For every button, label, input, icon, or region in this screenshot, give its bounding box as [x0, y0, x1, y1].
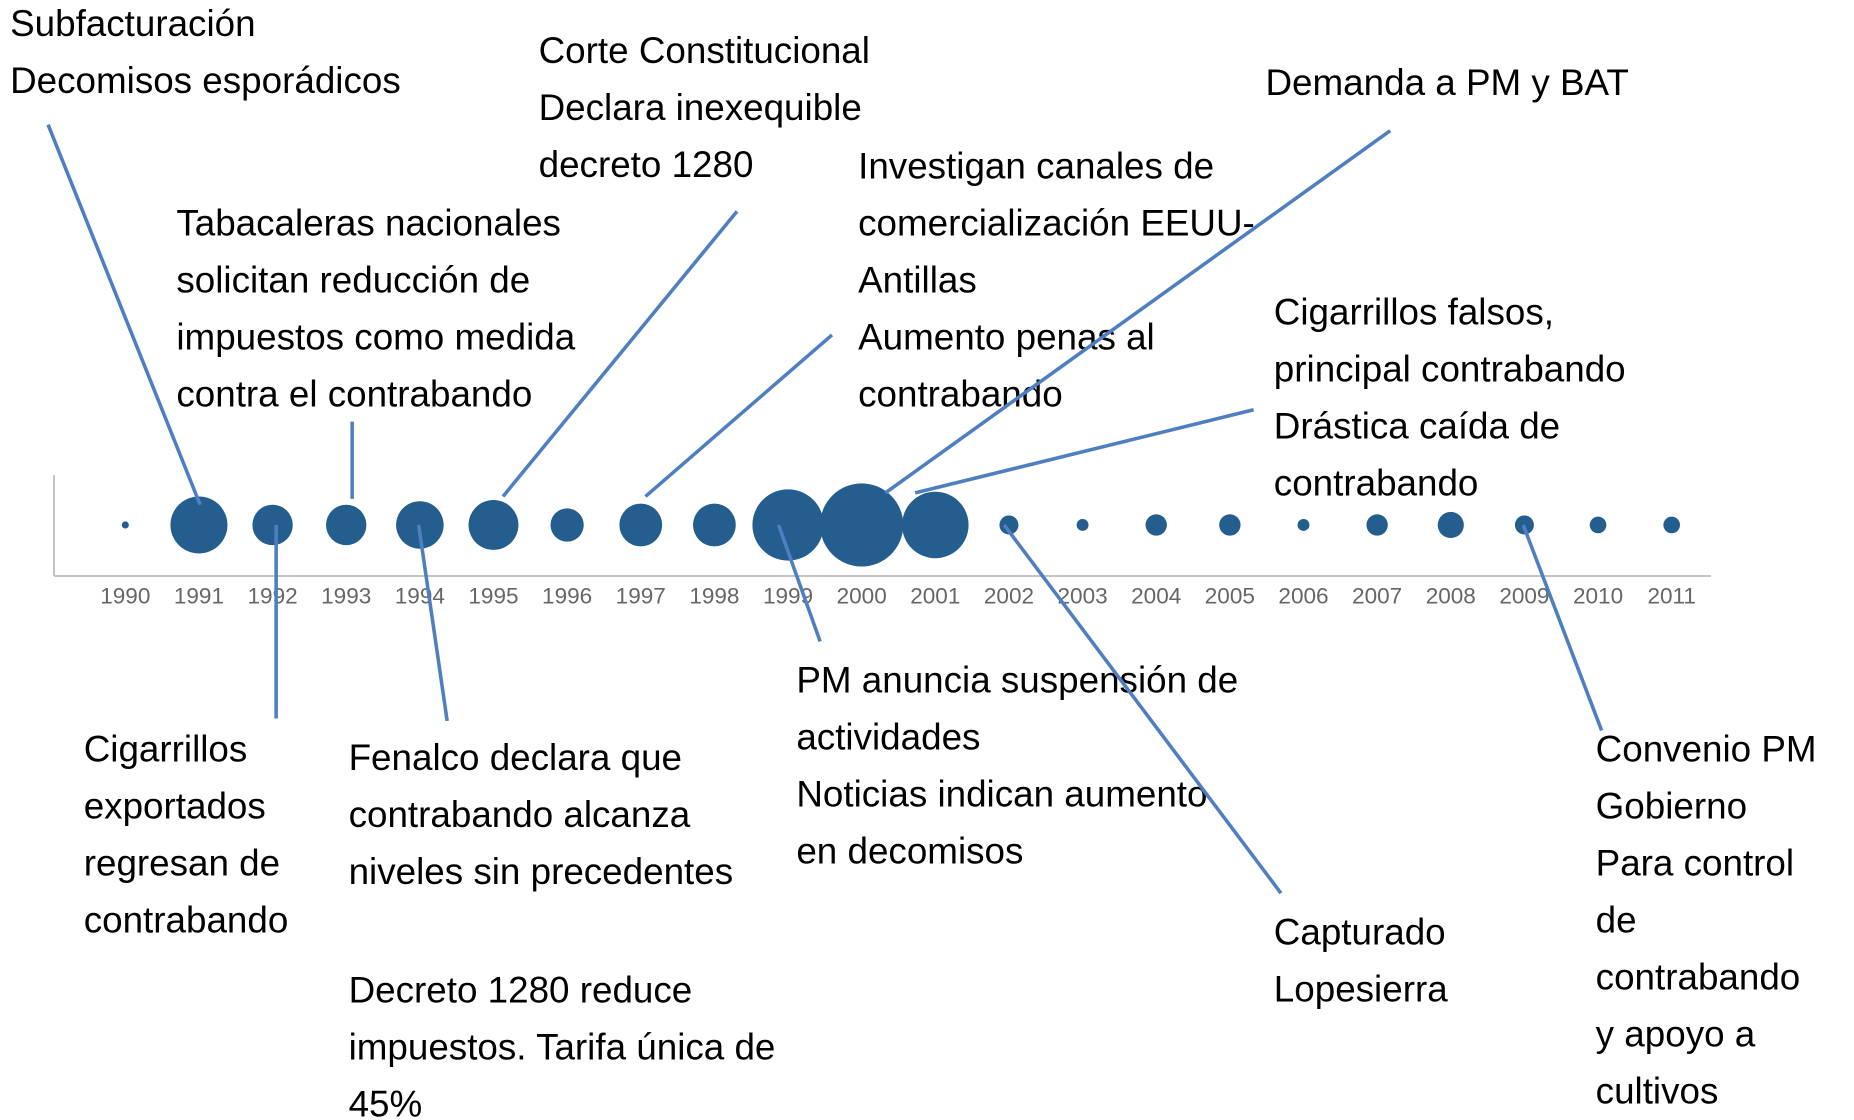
bubble	[619, 503, 663, 547]
bubble	[999, 515, 1019, 535]
bubble	[752, 489, 824, 561]
year-label: 1997	[616, 583, 666, 608]
annotation-text: de	[1596, 900, 1637, 941]
annotation-text: Cigarrillos	[84, 729, 248, 770]
bubble	[1076, 519, 1089, 531]
annotation-text: Aumento penas al	[858, 316, 1155, 357]
annotation-text: Investigan canales de	[858, 145, 1214, 186]
annotation-text: Antillas	[858, 259, 977, 300]
bubble	[1219, 514, 1241, 536]
year-label: 1996	[542, 583, 592, 608]
year-label: 2008	[1426, 583, 1476, 608]
annotation-text: Gobierno	[1596, 786, 1747, 827]
year-label: 2005	[1205, 583, 1255, 608]
bubble	[170, 496, 228, 554]
year-label: 2010	[1573, 583, 1623, 608]
annotation-text: cultivos	[1596, 1071, 1719, 1112]
bubble	[1663, 516, 1681, 534]
year-label: 1995	[468, 583, 518, 608]
year-label: 2009	[1499, 583, 1549, 608]
year-label: 1994	[395, 583, 445, 608]
annotation-text: Subfacturación	[10, 3, 255, 44]
year-label: 2004	[1131, 583, 1181, 608]
annotation-text: PM anuncia suspensión de	[796, 660, 1238, 701]
annotation-text: regresan de	[84, 843, 280, 884]
year-label: 2011	[1647, 583, 1695, 608]
annotation-text: Corte Constitucional	[539, 30, 870, 71]
annotation-text: Para control	[1596, 843, 1794, 884]
annotation-text: contrabando alcanza	[349, 794, 691, 835]
bubble	[1145, 514, 1167, 536]
annotation-text: impuestos. Tarifa única de	[349, 1027, 776, 1068]
leader-line	[501, 210, 739, 498]
bubble	[121, 521, 129, 529]
bubble	[820, 483, 904, 567]
annotation-text: principal contrabando	[1274, 348, 1626, 389]
annotation-text: exportados	[84, 786, 266, 827]
year-label: 2001	[910, 583, 960, 608]
bubble	[902, 491, 969, 559]
leader-line	[644, 333, 834, 498]
annotation-text: niveles sin precedentes	[349, 851, 734, 892]
annotation-text: Convenio PM	[1596, 729, 1817, 770]
annotation-text: Capturado	[1274, 911, 1446, 952]
bubble	[326, 504, 367, 546]
year-label: 1993	[321, 583, 371, 608]
annotation-text: Declara inexequible	[539, 87, 862, 128]
leader-line	[776, 524, 822, 642]
annotation-text: Decreto 1280 reduce	[349, 970, 693, 1011]
leader-line	[1002, 523, 1283, 895]
annotation-text: y apoyo a	[1596, 1014, 1756, 1055]
annotation-text: Tabacaleras nacionales	[176, 202, 561, 243]
year-label: 1998	[689, 583, 739, 608]
bubble	[1589, 516, 1607, 534]
year-label: 2002	[984, 583, 1034, 608]
bubble	[1297, 519, 1310, 531]
annotation-text: Drástica caída de	[1274, 405, 1560, 446]
bubble	[550, 508, 584, 542]
bubble	[1437, 511, 1464, 539]
annotation-text: contrabando	[84, 900, 289, 941]
annotation-text: Cigarrillos falsos,	[1274, 291, 1554, 332]
year-label: 2000	[837, 583, 887, 608]
year-label: 1991	[174, 583, 224, 608]
bubble	[468, 500, 519, 550]
annotation-text: Fenalco declara que	[349, 737, 682, 778]
leader-line	[46, 124, 202, 506]
annotation-text: contrabando	[1596, 957, 1801, 998]
annotation-text: en decomisos	[796, 831, 1023, 872]
leader-line	[1521, 524, 1604, 732]
bubble	[252, 504, 293, 546]
annotation-text: contra el contrabando	[176, 373, 532, 414]
annotation-text: decreto 1280	[539, 144, 754, 185]
annotation-text: impuestos como medida	[176, 316, 575, 357]
annotation-text: Noticias indican aumento	[796, 774, 1207, 815]
annotation-text: comercialización EEUU-	[858, 202, 1255, 243]
bubble	[693, 503, 736, 547]
annotation-text: contrabando	[858, 373, 1063, 414]
annotation-text: solicitan reducción de	[176, 259, 530, 300]
annotation-text: actividades	[796, 717, 980, 758]
year-label: 1990	[100, 583, 150, 608]
year-label: 2007	[1352, 583, 1402, 608]
annotation-text: contrabando	[1274, 462, 1479, 503]
annotation-text: Lopesierra	[1274, 968, 1448, 1009]
leader-line	[884, 129, 1392, 495]
annotation-text: 45%	[349, 1084, 423, 1120]
bubble	[1366, 514, 1388, 536]
year-label: 1992	[247, 583, 297, 608]
year-label: 2006	[1278, 583, 1328, 608]
leader-line	[416, 524, 449, 722]
leader-line	[914, 408, 1255, 495]
annotation-text: Demanda a PM y BAT	[1265, 62, 1628, 103]
annotation-text: Decomisos esporádicos	[10, 60, 401, 101]
